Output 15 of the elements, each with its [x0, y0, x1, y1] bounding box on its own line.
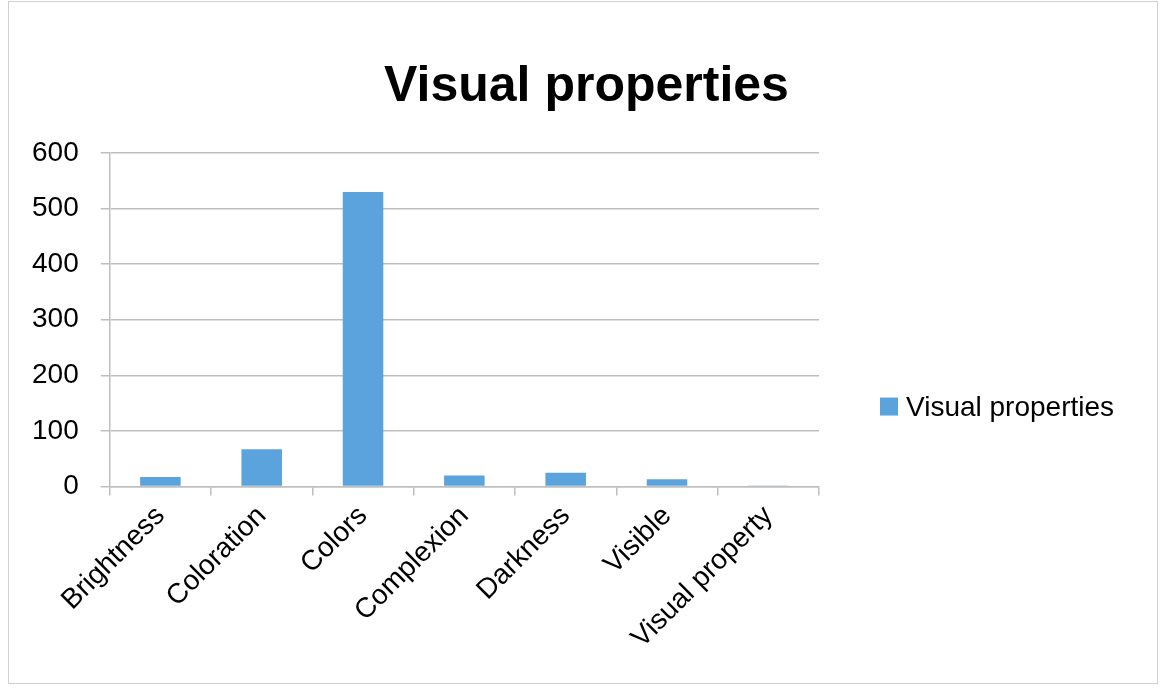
- bar: [646, 479, 688, 486]
- y-tick-label: 500: [32, 191, 79, 223]
- bar: [342, 191, 384, 486]
- bar: [241, 449, 282, 486]
- y-tick-label: 0: [63, 469, 79, 501]
- y-tick-label: 400: [32, 246, 79, 278]
- legend-label: Visual properties: [906, 391, 1115, 423]
- chart-title: Visual properties: [384, 56, 789, 112]
- bar: [140, 477, 181, 486]
- y-tick-label: 200: [32, 358, 79, 390]
- bar: [545, 472, 586, 486]
- y-tick-label: 600: [32, 135, 79, 167]
- bar: [444, 475, 485, 486]
- y-tick-label: 300: [32, 302, 79, 334]
- y-tick-label: 100: [32, 413, 79, 445]
